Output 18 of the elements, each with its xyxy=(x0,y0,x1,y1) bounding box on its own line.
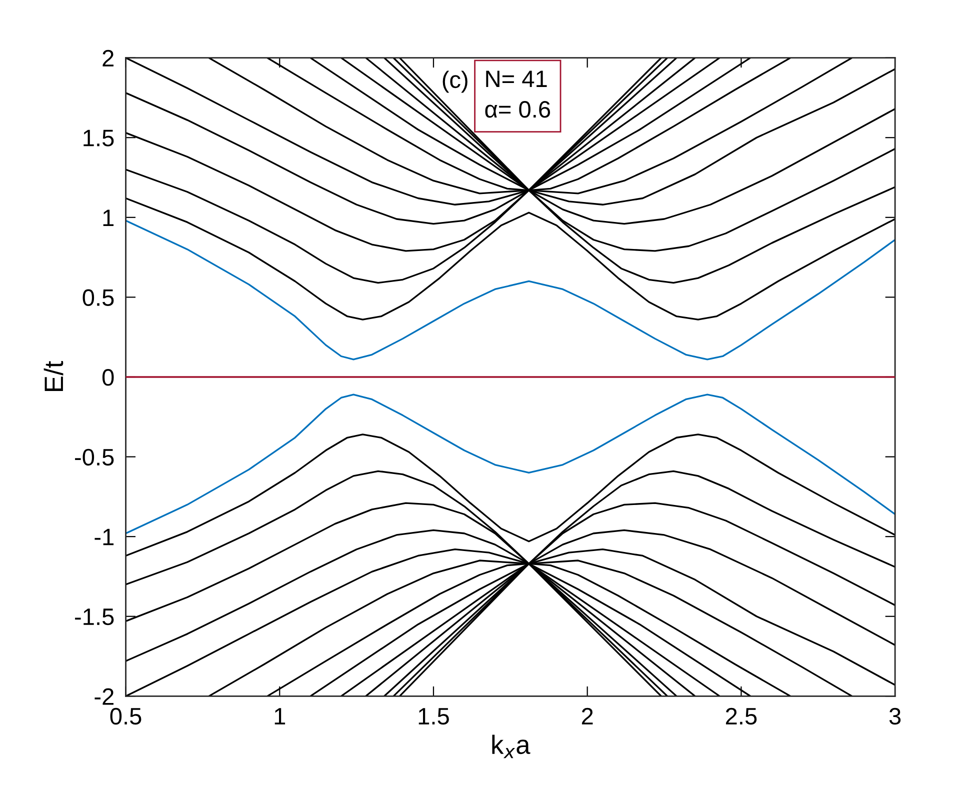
y-tick-label: -0.5 xyxy=(75,448,114,466)
x-tick-label: 3 xyxy=(889,708,901,725)
y-tick-label: 2 xyxy=(102,50,114,66)
y-tick-label: -2 xyxy=(94,688,114,705)
x-tick-label: 1 xyxy=(274,708,286,724)
x-axis-title: k$_{x}$a xyxy=(492,734,530,758)
y-tick-label: -1.5 xyxy=(75,608,114,626)
x-tick-label: 2.5 xyxy=(726,708,757,725)
y-tick-label: 0 xyxy=(102,369,114,386)
annotation: (c) xyxy=(442,70,468,93)
x-tick-label: 1.5 xyxy=(418,708,449,725)
y-tick-label: 1 xyxy=(103,210,114,226)
x-tick-label: 2 xyxy=(582,708,593,724)
y-tick-label: 0.5 xyxy=(82,289,114,306)
annotation: N= 41 α= 0.6 xyxy=(485,70,550,118)
y-tick-label: 1.5 xyxy=(84,130,114,146)
y-axis-title: E/t xyxy=(44,361,64,391)
y-tick-label: -1 xyxy=(94,528,114,546)
